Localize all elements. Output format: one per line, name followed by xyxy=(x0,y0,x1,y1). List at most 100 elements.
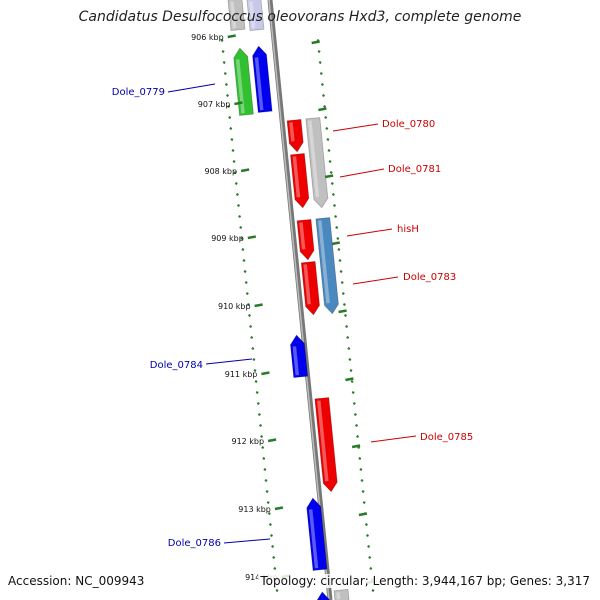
gene-arrow[interactable] xyxy=(306,497,328,571)
tick-dot-left xyxy=(252,358,256,361)
label-leader-line xyxy=(346,228,393,237)
tick-dot-left xyxy=(254,380,258,383)
tick-label: 906 kbp xyxy=(191,33,224,42)
tick-dot-left xyxy=(238,215,242,218)
gene-arrow[interactable] xyxy=(252,45,273,113)
tick-dot-left xyxy=(249,325,253,328)
gene-feature[interactable] xyxy=(315,591,332,600)
tick-mark xyxy=(234,101,243,106)
gene-label[interactable]: Dole_0783 xyxy=(403,272,456,283)
tick-dot-right xyxy=(362,501,366,504)
tick-dot-left xyxy=(273,567,277,570)
gene-arrow[interactable] xyxy=(314,397,338,493)
tick-dot-right xyxy=(325,127,329,130)
gene-feature[interactable] xyxy=(296,218,315,261)
tick-dot-right xyxy=(345,325,349,328)
tick-dot-left xyxy=(231,149,235,152)
tick-dot-left xyxy=(263,468,267,471)
gene-label[interactable]: Dole_0785 xyxy=(420,432,473,443)
gene-shine xyxy=(308,120,320,198)
gene-label[interactable]: Dole_0781 xyxy=(388,164,441,175)
map-title: Candidatus Desulfococcus oleovorans Hxd3… xyxy=(78,9,522,25)
gene-shine xyxy=(308,509,319,569)
tick-dot-left xyxy=(226,94,229,97)
tick-label: 907 kbp xyxy=(198,100,231,109)
gene-feature[interactable] xyxy=(227,0,246,32)
gene-feature[interactable] xyxy=(233,47,254,116)
tick-mark xyxy=(274,506,284,511)
tick-dot-right xyxy=(344,314,347,317)
tick-dot-left xyxy=(237,204,240,207)
tick-dot-right xyxy=(324,116,328,119)
tick-dot-right xyxy=(369,567,373,570)
gene-shine xyxy=(289,122,295,142)
gene-label[interactable]: Dole_0780 xyxy=(382,119,435,130)
gene-feature[interactable] xyxy=(315,217,339,315)
tick-dot-left xyxy=(272,556,276,559)
gene-feature[interactable] xyxy=(305,117,329,209)
gene-shine xyxy=(235,59,245,114)
tick-dot-right xyxy=(364,523,368,526)
gene-arrow[interactable] xyxy=(315,217,339,315)
tick-dot-left xyxy=(246,303,250,306)
tick-dot-left xyxy=(265,490,269,493)
gene-arrow[interactable] xyxy=(305,117,329,209)
gene-arrow[interactable] xyxy=(300,260,320,316)
tick-dot-left xyxy=(220,39,224,42)
gene-feature[interactable] xyxy=(333,588,350,600)
tick-dot-right xyxy=(342,303,346,306)
tick-dot-left xyxy=(251,347,255,350)
gene-arrow[interactable] xyxy=(315,591,332,600)
gene-label[interactable]: Dole_0779 xyxy=(112,87,165,98)
label-leader-line xyxy=(332,123,379,132)
summary-text: Topology: circular; Length: 3,944,167 bp… xyxy=(258,574,592,588)
axis-highlight xyxy=(268,0,330,600)
gene-feature[interactable] xyxy=(306,497,328,571)
gene-shine xyxy=(303,264,311,305)
tick-dot-right xyxy=(367,545,371,548)
gene-feature[interactable] xyxy=(246,0,265,32)
tick-dot-right xyxy=(353,413,357,416)
tick-dot-left xyxy=(222,61,226,64)
gene-feature[interactable] xyxy=(252,45,273,113)
gene-label[interactable]: hisH xyxy=(397,224,419,235)
tick-dot-right xyxy=(346,336,350,339)
gene-shine xyxy=(292,346,299,376)
tick-dot-right xyxy=(349,369,353,372)
gene-labels: Dole_0779 Dole_0780 Dole_0781 hisH Dole_0783… xyxy=(112,83,473,549)
gene-arrow[interactable] xyxy=(333,588,350,600)
gene-arrow[interactable] xyxy=(290,334,309,379)
tick-dot-right xyxy=(358,457,362,460)
gene-feature[interactable] xyxy=(286,118,304,153)
tick-mark-right xyxy=(324,174,334,179)
tick-dot-right xyxy=(320,83,324,86)
gene-arrow[interactable] xyxy=(246,0,265,32)
gene-arrow[interactable] xyxy=(296,218,315,261)
gene-feature[interactable] xyxy=(290,334,309,379)
tick-dot-left xyxy=(240,237,244,240)
label-leader-line xyxy=(370,435,417,443)
tick-dot-left xyxy=(239,226,243,229)
tick-dot-left xyxy=(255,391,259,394)
tick-mark-right xyxy=(318,107,327,112)
gene-arrow[interactable] xyxy=(290,152,310,209)
gene-arrow[interactable] xyxy=(286,118,304,153)
tick-label: 912 kbp xyxy=(231,437,264,446)
tick-dot-left xyxy=(235,193,239,196)
gene-feature[interactable] xyxy=(290,152,310,209)
gene-label[interactable]: Dole_0786 xyxy=(168,538,221,549)
tick-mark xyxy=(267,438,277,443)
gene-label[interactable]: Dole_0784 xyxy=(150,360,203,371)
tick-dot-left xyxy=(250,336,254,339)
gene-shine xyxy=(292,156,301,198)
gene-feature[interactable] xyxy=(314,397,338,493)
gene-arrow[interactable] xyxy=(227,0,246,32)
tick-dot-left xyxy=(234,182,238,185)
tick-dot-right xyxy=(359,468,363,471)
tick-dot-left xyxy=(244,281,248,284)
gene-feature[interactable] xyxy=(300,260,320,316)
gene-arrow[interactable] xyxy=(233,47,254,116)
tick-dots xyxy=(220,39,375,592)
tick-label: 910 kbp xyxy=(218,302,251,311)
